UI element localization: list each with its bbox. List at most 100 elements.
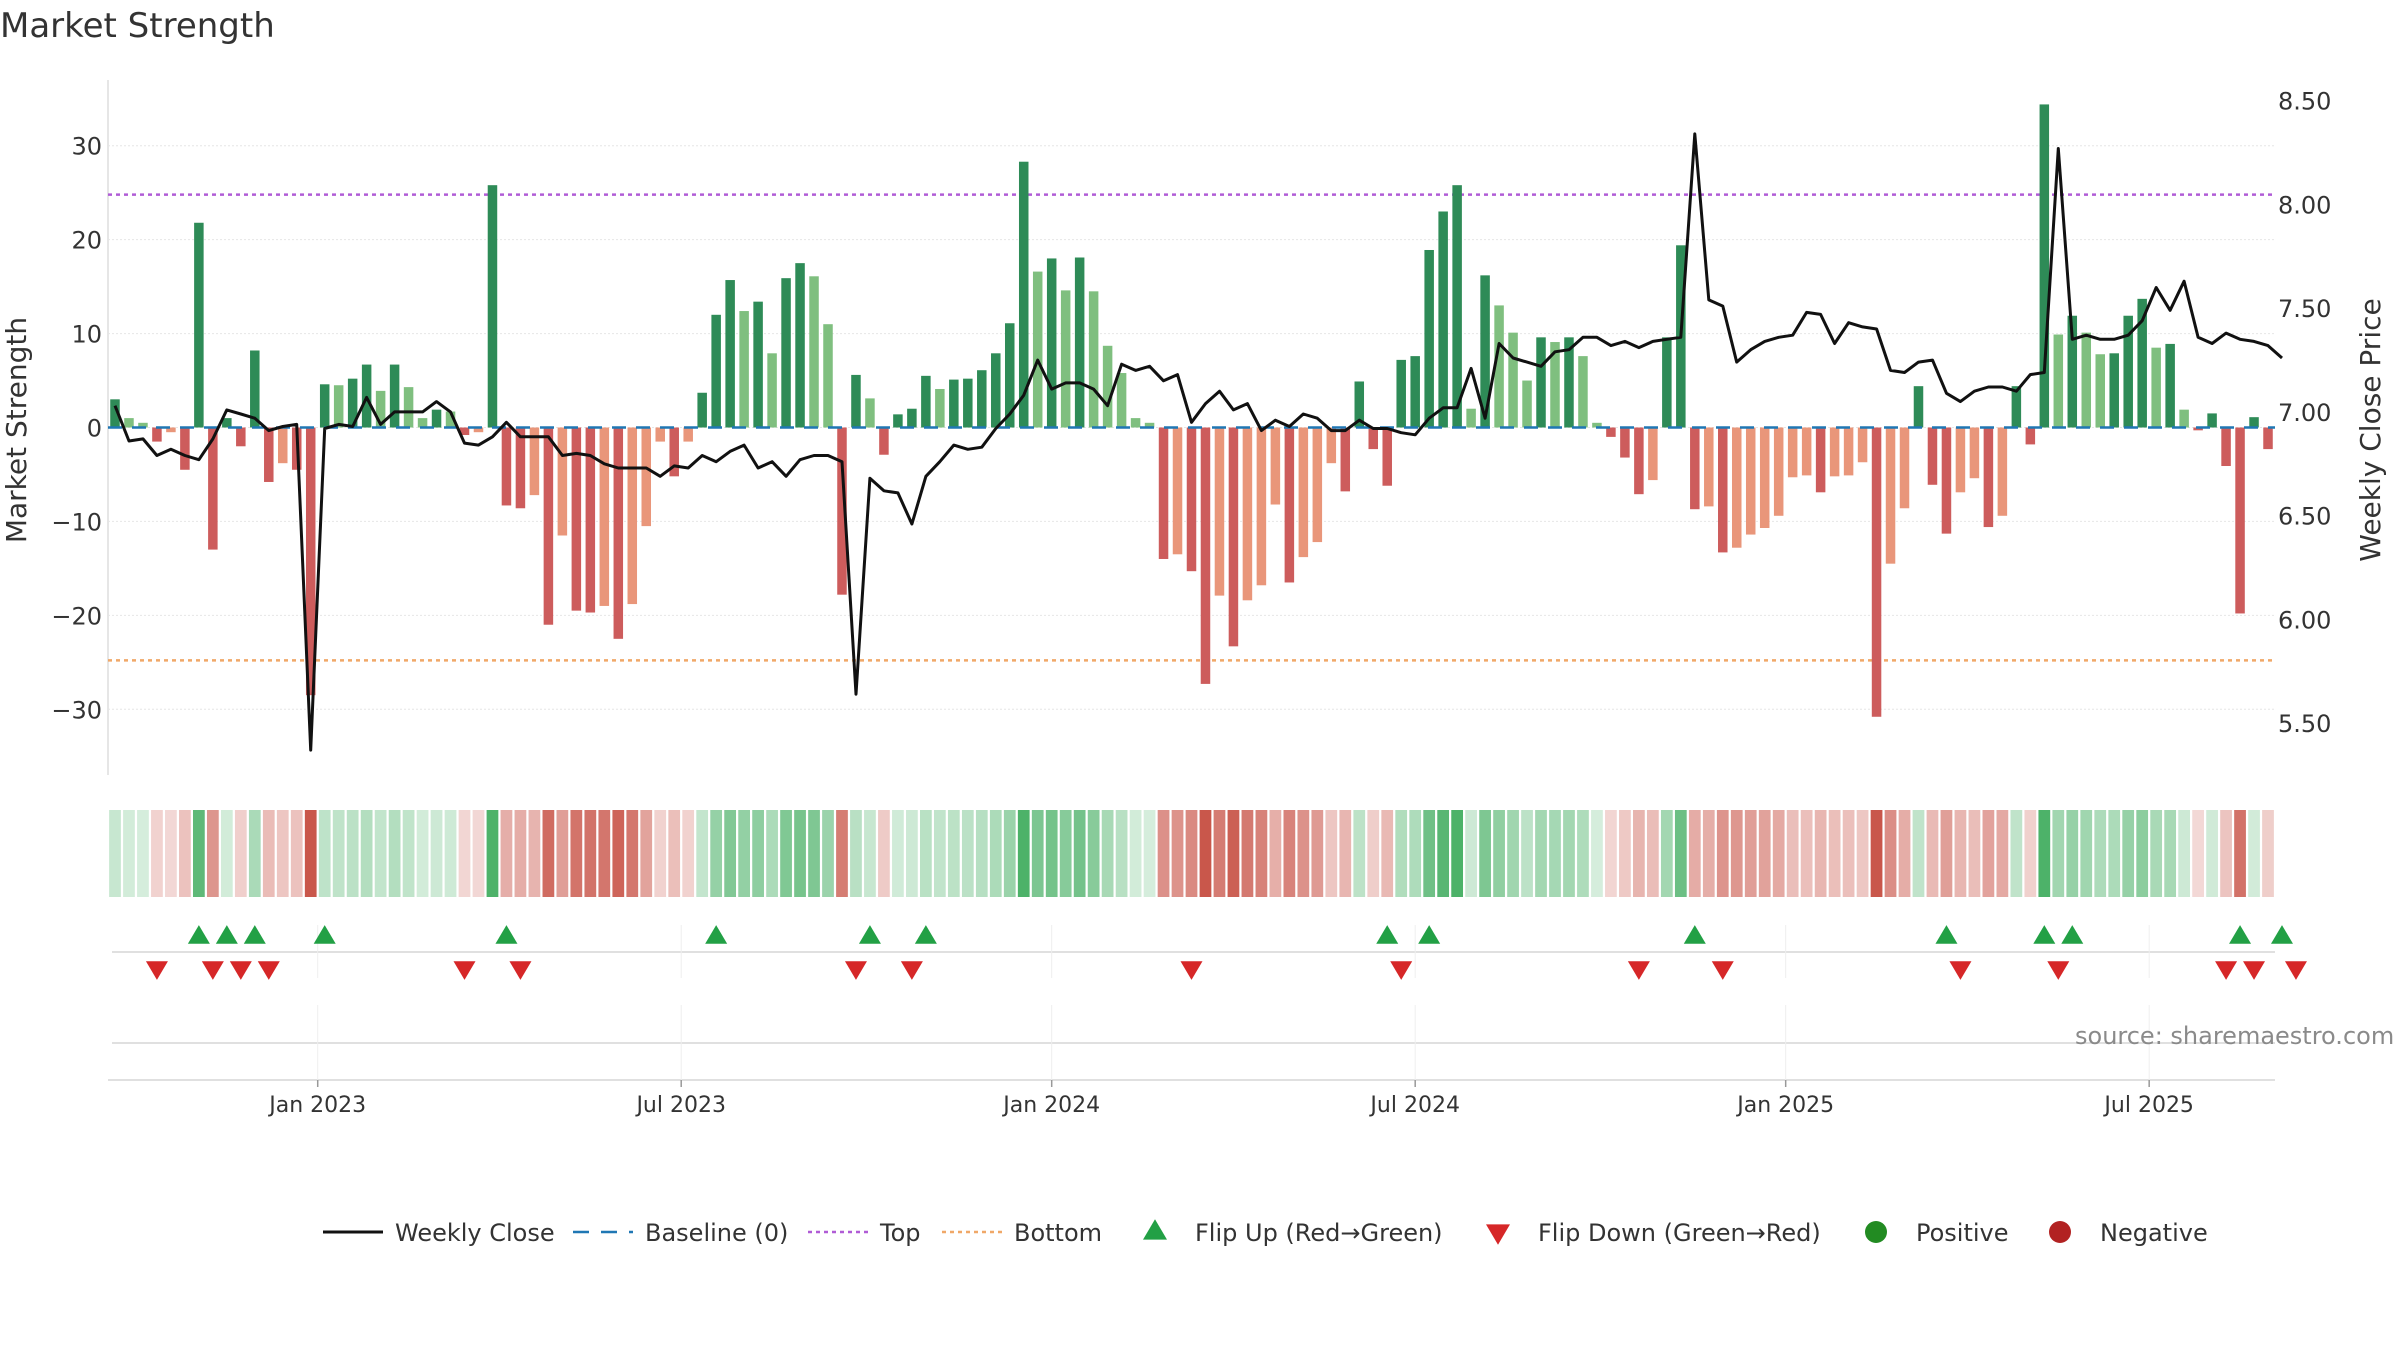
strength-bar <box>222 418 232 428</box>
heat-cell <box>612 810 625 897</box>
strength-bar <box>907 408 917 428</box>
flip-down-marker <box>145 961 168 980</box>
strength-bar <box>739 311 749 428</box>
y2-tick-label: 8.50 <box>2278 88 2331 116</box>
strength-bar <box>1857 427 1868 463</box>
heat-cell <box>346 810 359 897</box>
strength-bar <box>305 427 316 696</box>
legend-flip-down-label: Flip Down (Green→Red) <box>1538 1219 1821 1247</box>
y2-axis-label: Weekly Close Price <box>2354 298 2387 561</box>
strength-bar <box>403 387 414 428</box>
strength-bar <box>599 427 610 606</box>
heat-cell <box>682 810 695 897</box>
legend-positive-label: Positive <box>1916 1219 2009 1247</box>
strength-bar <box>2235 427 2245 614</box>
heat-cell <box>1255 810 1268 897</box>
strength-bar <box>1536 337 1546 428</box>
heat-cell <box>1828 810 1841 897</box>
strength-bar <box>1074 257 1085 428</box>
heat-cell <box>2136 810 2149 897</box>
heat-cell <box>640 810 653 897</box>
heat-cell <box>1213 810 1226 897</box>
strength-bar <box>2151 347 2161 428</box>
strength-bar <box>473 427 484 433</box>
heat-cell <box>2178 810 2190 897</box>
heat-cell <box>975 810 988 897</box>
heat-cell <box>570 810 583 897</box>
heat-cell <box>416 810 429 897</box>
heat-cell <box>472 810 485 897</box>
strength-bar <box>124 418 134 428</box>
heat-cell <box>1437 810 1450 897</box>
legend-top-label: Top <box>879 1219 921 1247</box>
heat-cell <box>1269 810 1282 897</box>
heat-cell <box>1786 810 1799 897</box>
strength-bar <box>711 314 721 428</box>
heat-cell <box>1744 810 1757 897</box>
strength-bar <box>2081 332 2092 428</box>
strength-bar <box>2109 353 2119 428</box>
strength-bar <box>963 378 973 428</box>
heat-cell <box>1465 810 1477 897</box>
heat-cell <box>1423 810 1436 897</box>
heat-cell <box>626 810 639 897</box>
strength-bar <box>683 427 693 442</box>
strength-bar <box>1214 427 1225 596</box>
strength-bar <box>1690 427 1700 510</box>
heat-cell <box>1940 810 1953 897</box>
heat-cell <box>654 810 667 897</box>
heat-cell <box>1367 810 1380 897</box>
heat-cell <box>1185 810 1198 897</box>
heat-cell <box>1912 810 1925 897</box>
strength-bar <box>1340 427 1351 492</box>
strength-bar <box>1592 422 1602 428</box>
heat-cell <box>2192 810 2204 897</box>
strength-bar <box>1662 337 1672 428</box>
strength-bar <box>2249 417 2259 428</box>
heat-cell <box>1003 810 1016 897</box>
strength-bar <box>2179 409 2189 428</box>
heat-cell <box>1451 810 1464 897</box>
x-tick-label: Jul 2024 <box>1368 1093 1460 1118</box>
strength-bar <box>529 427 540 496</box>
y-tick-label: 30 <box>71 133 102 161</box>
strength-bar <box>865 398 875 428</box>
heat-cell <box>262 810 275 897</box>
heat-cell <box>388 810 401 897</box>
strength-bar <box>1899 427 1910 509</box>
strength-bar <box>1480 275 1490 428</box>
heat-cell <box>1073 810 1086 897</box>
x-tick-label: Jul 2025 <box>2102 1093 2194 1118</box>
strength-bar <box>1256 427 1267 586</box>
legend-flip-up-swatch <box>1143 1219 1167 1240</box>
strength-bar <box>1494 305 1504 428</box>
strength-bar <box>991 353 1001 428</box>
heat-cell <box>542 810 555 897</box>
flip-down-marker <box>257 961 280 980</box>
strength-bar <box>1368 427 1379 450</box>
strength-bar <box>655 427 665 442</box>
legend-baseline-label: Baseline (0) <box>645 1219 788 1247</box>
heat-cell <box>1059 810 1072 897</box>
heat-cell <box>780 810 792 897</box>
heat-cell <box>1968 810 1981 897</box>
strength-bar <box>1354 381 1365 428</box>
strength-bar <box>2193 427 2203 431</box>
heat-cell <box>318 810 331 897</box>
legend-negative-label: Negative <box>2100 1219 2208 1247</box>
heat-cell <box>1884 810 1897 897</box>
flip-down-marker <box>2047 961 2070 980</box>
heat-cell <box>1297 810 1310 897</box>
legend-weekly-close-label: Weekly Close <box>395 1219 555 1247</box>
flip-up-marker <box>187 925 210 944</box>
flip-down-marker <box>900 961 923 980</box>
strength-bar <box>1913 386 1924 428</box>
flip-up-marker <box>2061 925 2084 944</box>
strength-bar <box>1088 291 1099 428</box>
heat-cell <box>1982 810 1995 897</box>
x-tick-label: Jan 2025 <box>1735 1093 1834 1118</box>
heat-cell <box>1311 810 1324 897</box>
heat-cell <box>1605 810 1617 897</box>
heat-cell <box>906 810 918 897</box>
strength-bar <box>1983 427 1994 528</box>
